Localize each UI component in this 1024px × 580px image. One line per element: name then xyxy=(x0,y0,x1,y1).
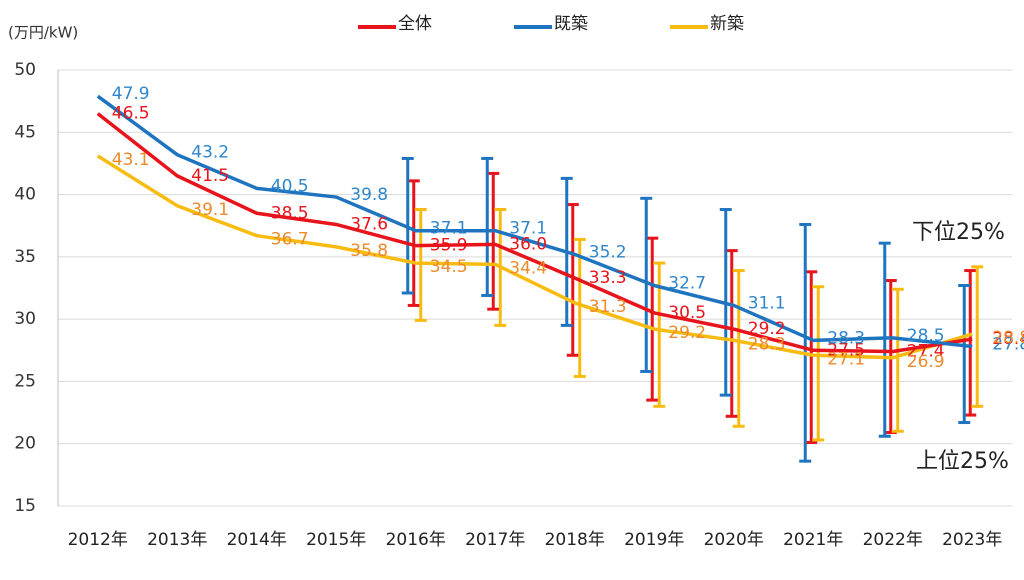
data-label: 28.5 xyxy=(907,326,945,346)
x-tick-label: 2019年 xyxy=(624,530,684,550)
data-label: 46.5 xyxy=(112,104,150,124)
data-label: 28.4 xyxy=(992,329,1024,349)
x-tick-label: 2012年 xyxy=(68,530,128,550)
x-tick-label: 2014年 xyxy=(227,530,287,550)
data-label: 36.7 xyxy=(271,230,309,250)
x-tick-label: 2021年 xyxy=(783,530,843,550)
data-label: 41.5 xyxy=(191,166,229,186)
data-label: 37.6 xyxy=(350,214,388,234)
data-label: 28.3 xyxy=(827,328,865,348)
x-tick-label: 2018年 xyxy=(545,530,605,550)
data-label: 35.9 xyxy=(430,236,468,256)
legend-label: 既築 xyxy=(554,14,588,34)
data-label: 26.9 xyxy=(907,352,945,372)
series-line xyxy=(96,94,973,349)
x-tick-label: 2013年 xyxy=(147,530,207,550)
data-label: 27.4 xyxy=(907,342,945,362)
y-tick-label: 30 xyxy=(14,309,36,329)
data-label: 40.5 xyxy=(271,176,309,196)
data-label: 29.2 xyxy=(748,319,786,339)
data-label: 37.1 xyxy=(509,219,547,239)
data-label: 27.8 xyxy=(992,335,1024,355)
data-label: 35.2 xyxy=(589,242,627,262)
data-label: 29.2 xyxy=(668,323,706,343)
y-axis-label: (万円/kW) xyxy=(8,24,78,42)
x-tick-label: 2016年 xyxy=(386,530,446,550)
data-label: 32.7 xyxy=(668,274,706,294)
data-label: 39.8 xyxy=(350,185,388,205)
y-tick-label: 35 xyxy=(14,247,36,267)
data-label: 39.1 xyxy=(191,200,229,220)
data-label: 31.3 xyxy=(589,297,627,317)
data-label: 36.0 xyxy=(509,234,547,254)
legend-label: 全体 xyxy=(398,14,432,34)
data-label: 27.5 xyxy=(827,340,865,360)
y-tick-label: 15 xyxy=(14,496,36,516)
data-label: 35.8 xyxy=(350,241,388,261)
series-line xyxy=(96,154,973,360)
x-tick-label: 2015年 xyxy=(306,530,366,550)
y-tick-label: 20 xyxy=(14,434,36,454)
y-tick-label: 25 xyxy=(14,371,36,391)
data-label: 27.1 xyxy=(827,349,865,369)
annotation: 上位25% xyxy=(916,449,1009,474)
y-tick-label: 45 xyxy=(14,122,36,142)
y-tick-label: 40 xyxy=(14,185,36,205)
y-tick-label: 50 xyxy=(14,60,36,80)
annotation: 下位25% xyxy=(912,220,1005,245)
data-label: 38.5 xyxy=(271,203,309,223)
x-tick-label: 2022年 xyxy=(863,530,923,550)
data-label: 37.1 xyxy=(430,219,468,239)
data-label: 34.5 xyxy=(430,257,468,277)
data-label: 43.1 xyxy=(112,150,150,170)
data-label: 31.1 xyxy=(748,293,786,313)
data-label: 47.9 xyxy=(112,84,150,104)
data-label: 28.3 xyxy=(748,334,786,354)
data-label: 30.5 xyxy=(668,303,706,323)
data-label: 28.8 xyxy=(992,328,1024,348)
series-line xyxy=(96,112,973,354)
data-label: 43.2 xyxy=(191,143,229,163)
legend-label: 新築 xyxy=(710,14,744,34)
x-tick-label: 2023年 xyxy=(942,530,1002,550)
x-tick-label: 2017年 xyxy=(465,530,525,550)
data-label: 34.4 xyxy=(509,258,547,278)
data-label: 33.3 xyxy=(589,268,627,288)
x-tick-label: 2020年 xyxy=(704,530,764,550)
